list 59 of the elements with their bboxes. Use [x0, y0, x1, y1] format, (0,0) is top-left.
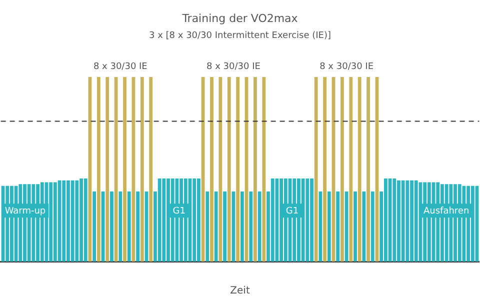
annotation: Ausfahren	[423, 206, 470, 217]
bar	[206, 191, 210, 262]
bar	[123, 77, 126, 262]
bar	[196, 178, 200, 262]
bar	[114, 77, 118, 262]
bar	[84, 178, 88, 262]
bar	[236, 77, 240, 262]
text: 8 x 30/30 IE	[320, 62, 374, 72]
bar	[92, 191, 96, 262]
bar	[414, 180, 418, 262]
bar	[327, 191, 331, 262]
bar	[214, 191, 218, 262]
annotation: Warm-up	[4, 206, 46, 217]
bar	[336, 191, 340, 262]
bar	[62, 180, 66, 262]
chart-subtitle: 3 x [8 x 30/30 Intermittent Exercise (IE)]	[149, 31, 331, 41]
bar	[192, 178, 196, 262]
bar	[306, 178, 310, 262]
bar	[362, 191, 366, 262]
bar	[210, 77, 214, 262]
bar	[140, 77, 144, 262]
bar	[127, 191, 131, 262]
bar	[249, 191, 253, 262]
text: 8 x 30/30 IE	[206, 62, 261, 72]
bar	[110, 191, 114, 262]
bar	[406, 180, 410, 262]
bar	[258, 191, 262, 262]
bar	[262, 77, 266, 262]
bar	[218, 77, 222, 262]
bar	[340, 77, 344, 262]
bar	[75, 180, 79, 262]
bar	[70, 180, 74, 262]
bar	[270, 178, 274, 262]
bar	[354, 191, 357, 262]
bar	[401, 180, 405, 262]
bar	[106, 77, 110, 262]
bar	[53, 182, 57, 262]
bar	[223, 191, 226, 262]
bar	[227, 77, 231, 262]
bar	[323, 77, 326, 262]
bar	[384, 178, 388, 262]
bar	[314, 77, 318, 262]
bar	[136, 191, 140, 262]
bar	[349, 77, 353, 262]
bar	[370, 191, 374, 262]
x-axis-title: Zeit	[230, 286, 250, 297]
annotation: G1	[172, 206, 186, 217]
bar	[254, 77, 257, 262]
bar	[392, 178, 396, 262]
bar	[240, 191, 244, 262]
bar	[118, 191, 122, 262]
chart-title: Training der VO2max	[181, 12, 298, 25]
bar	[162, 178, 166, 262]
bar	[96, 77, 100, 262]
bar	[366, 77, 370, 262]
annotation: G1	[286, 206, 299, 217]
bar	[149, 77, 153, 262]
text: 8 x 30/30 IE	[93, 62, 148, 72]
bar	[358, 77, 362, 262]
